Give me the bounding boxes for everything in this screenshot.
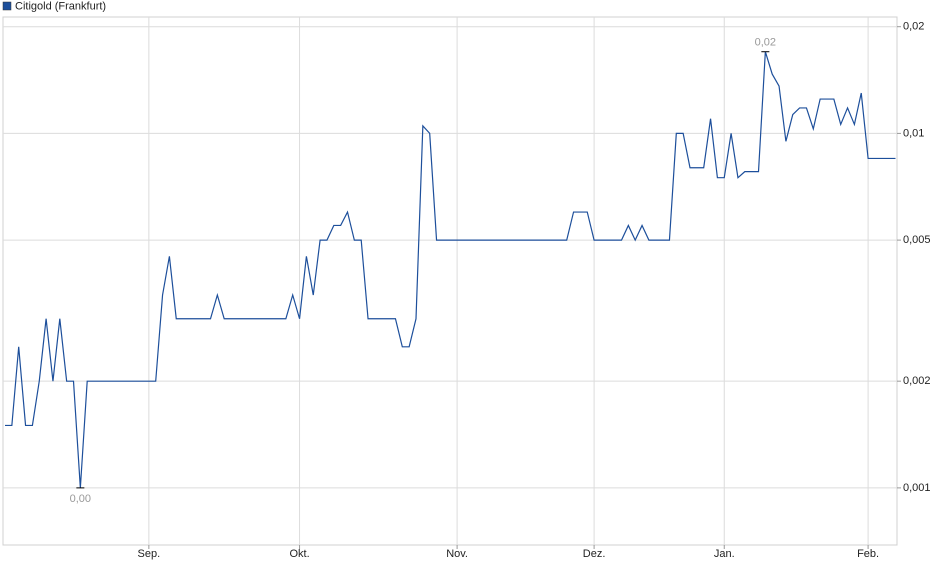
legend-swatch xyxy=(2,1,12,11)
y-tick-label: 0,02 xyxy=(903,21,924,33)
x-tick-label: Jan. xyxy=(714,548,735,560)
x-tick-label: Nov. xyxy=(446,548,468,560)
x-tick-label: Dez. xyxy=(583,548,606,560)
y-tick-label: 0,01 xyxy=(903,127,924,139)
y-tick-label: 0,002 xyxy=(903,375,931,387)
x-tick-label: Feb. xyxy=(857,548,879,560)
x-tick-label: Sep. xyxy=(138,548,161,560)
price-line xyxy=(5,51,896,488)
legend-label: Citigold (Frankfurt) xyxy=(15,0,106,12)
y-tick-label: 0,005 xyxy=(903,234,931,246)
plot-frame xyxy=(2,16,898,546)
x-tick-label: Okt. xyxy=(289,548,309,560)
value-label: 0,02 xyxy=(755,37,776,49)
y-tick-label: 0,001 xyxy=(903,482,931,494)
value-label: 0,00 xyxy=(70,493,91,505)
